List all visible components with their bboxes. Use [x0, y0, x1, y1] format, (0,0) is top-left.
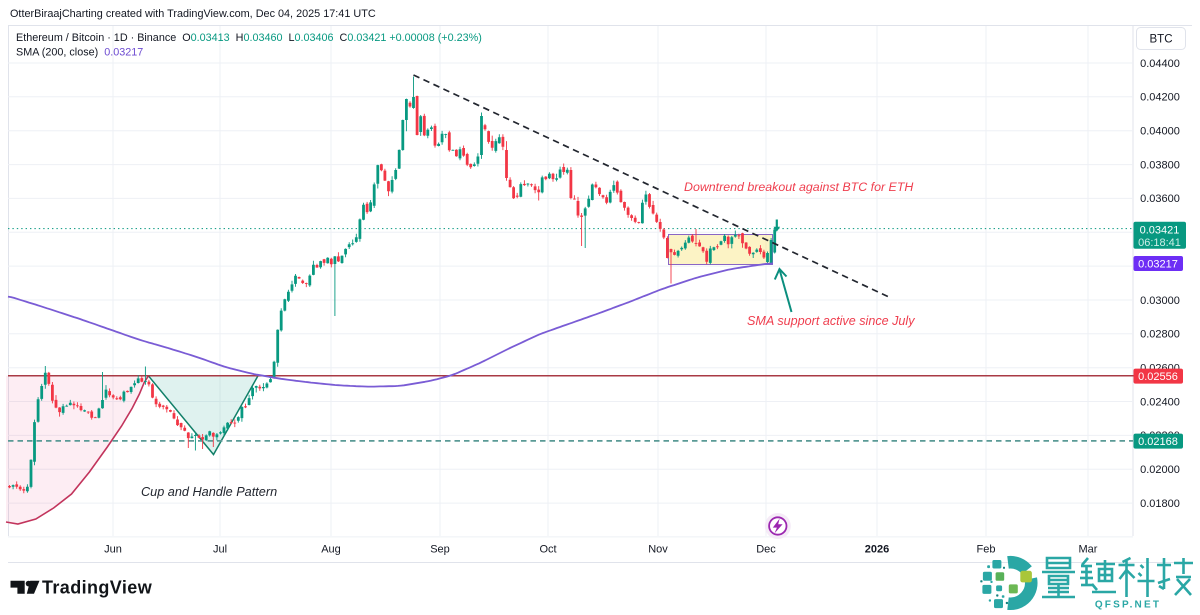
svg-text:Ethereum / Bitcoin · 1D · Bina: Ethereum / Bitcoin · 1D · Binance O0.034… [16, 32, 482, 44]
svg-text:0.03800: 0.03800 [1140, 159, 1180, 171]
svg-text:Jul: Jul [213, 544, 227, 556]
svg-text:0.01800: 0.01800 [1140, 498, 1180, 510]
svg-text:0.04000: 0.04000 [1140, 126, 1180, 138]
svg-text:Oct: Oct [539, 544, 556, 556]
svg-text:SMA support active since July: SMA support active since July [747, 314, 915, 328]
svg-text:BTC: BTC [1150, 34, 1173, 46]
svg-text:0.04200: 0.04200 [1140, 92, 1180, 104]
svg-text:0.03600: 0.03600 [1140, 193, 1180, 205]
svg-text:0.04400: 0.04400 [1140, 58, 1180, 70]
svg-text:QFSP.NET: QFSP.NET [1095, 600, 1161, 611]
svg-text:2026: 2026 [865, 544, 889, 556]
svg-text:Sep: Sep [430, 544, 450, 556]
svg-text:Jun: Jun [104, 544, 122, 556]
svg-text:0.02400: 0.02400 [1140, 396, 1180, 408]
svg-text:TradingView: TradingView [42, 578, 153, 598]
svg-text:06:18:41: 06:18:41 [1138, 237, 1181, 249]
svg-text:0.02556: 0.02556 [1138, 371, 1178, 383]
svg-text:0.02800: 0.02800 [1140, 329, 1180, 341]
svg-text:0.02000: 0.02000 [1140, 464, 1180, 476]
svg-text:Aug: Aug [321, 544, 341, 556]
svg-text:Dec: Dec [756, 544, 776, 556]
svg-text:0.03000: 0.03000 [1140, 295, 1180, 307]
svg-text:0.02168: 0.02168 [1138, 436, 1178, 448]
svg-text:0.03217: 0.03217 [1138, 258, 1178, 270]
svg-text:Cup and Handle Pattern: Cup and Handle Pattern [141, 485, 277, 499]
svg-text:Downtrend breakout against BTC: Downtrend breakout against BTC for ETH [684, 180, 913, 194]
svg-text:SMA (200, close) 0.03217: SMA (200, close) 0.03217 [16, 47, 143, 59]
svg-text:0.03421: 0.03421 [1140, 224, 1180, 236]
svg-text:Nov: Nov [648, 544, 668, 556]
svg-text:Mar: Mar [1079, 544, 1098, 556]
svg-text:OtterBiraajCharting created wi: OtterBiraajCharting created with Trading… [10, 8, 376, 20]
svg-text:Feb: Feb [977, 544, 996, 556]
